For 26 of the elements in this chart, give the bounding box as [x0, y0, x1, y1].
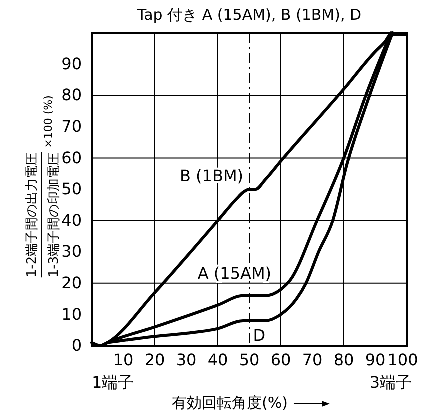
x-tick-label: 80 [334, 350, 354, 370]
x-axis-title: 有効回転角度(%) [172, 394, 288, 412]
text: 3端子 [370, 373, 412, 392]
y-tick-label: 30 [62, 242, 82, 262]
x-tick-label: 40 [208, 350, 228, 370]
x-tick-label: 70 [302, 350, 323, 370]
y-tick-label: 0 [72, 336, 82, 356]
series-label: D [253, 326, 266, 345]
x-tick-label: 20 [144, 350, 166, 370]
x-tick-label: 50 [239, 350, 260, 370]
y-tick-label: 70 [62, 117, 82, 136]
y-tick-label: 20 [62, 274, 82, 293]
y-tick-label: 90 [62, 54, 82, 74]
y-tick-label: 10 [62, 304, 82, 324]
x-tick-label: 30 [176, 350, 197, 370]
y-tick-label: 80 [62, 86, 82, 105]
y-axis-title: 1-2端子間の出力電圧 1-3端子間の印加電圧 ×100 (%) [25, 96, 62, 278]
chart-title: Tap 付き A (15AM), B (1BM), D [136, 6, 362, 24]
y-tick-label: 40 [62, 210, 82, 230]
y-tick-label: 50 [62, 180, 82, 199]
x-tick-label: 90 [365, 350, 386, 370]
x-tick-label: 60 [270, 350, 292, 370]
y-tick-label: 60 [62, 148, 82, 168]
x-tick-label: 100 [388, 350, 418, 370]
x-tick-label: 10 [113, 350, 134, 370]
text: 1端子 [92, 373, 134, 392]
